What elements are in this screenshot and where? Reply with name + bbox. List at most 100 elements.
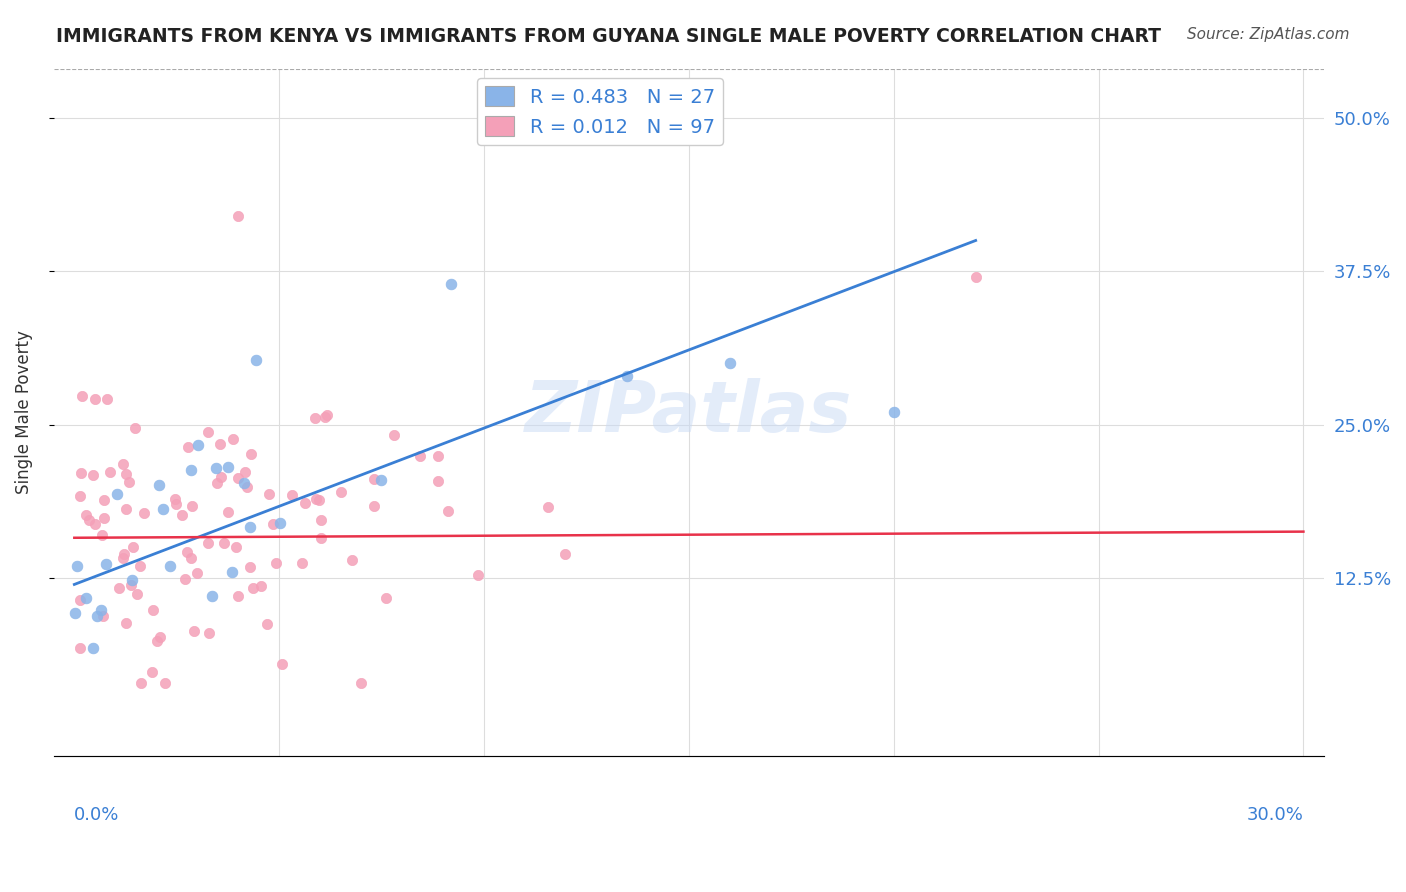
Point	[363, 472, 385, 486]
Point	[427, 450, 450, 464]
Point	[264, 556, 287, 570]
Point	[66, 558, 89, 573]
Point	[201, 589, 224, 603]
Point	[262, 517, 284, 532]
Text: 0.0%: 0.0%	[75, 805, 120, 823]
Point	[217, 460, 239, 475]
Point	[437, 504, 460, 518]
Point	[141, 665, 163, 680]
Text: IMMIGRANTS FROM KENYA VS IMMIGRANTS FROM GUYANA SINGLE MALE POVERTY CORRELATION : IMMIGRANTS FROM KENYA VS IMMIGRANTS FROM…	[56, 27, 1161, 45]
Point	[127, 587, 149, 601]
Point	[440, 277, 463, 291]
Point	[305, 491, 328, 506]
Point	[271, 657, 294, 671]
Point	[374, 591, 396, 605]
Point	[308, 492, 330, 507]
Legend: R = 0.483   N = 27, R = 0.012   N = 97: R = 0.483 N = 27, R = 0.012 N = 97	[477, 78, 723, 145]
Point	[174, 572, 197, 586]
Point	[77, 513, 100, 527]
Point	[120, 578, 142, 592]
Point	[111, 551, 134, 566]
Point	[311, 513, 333, 527]
Point	[239, 447, 262, 461]
Point	[121, 574, 143, 588]
Point	[132, 506, 155, 520]
Point	[118, 475, 141, 489]
Point	[350, 675, 373, 690]
Point	[382, 427, 405, 442]
Point	[316, 408, 339, 422]
Text: ZIPatlas: ZIPatlas	[526, 378, 852, 447]
Point	[75, 591, 97, 606]
Point	[148, 478, 170, 492]
Point	[75, 508, 97, 523]
Point	[304, 411, 326, 425]
Point	[170, 508, 193, 522]
Point	[69, 489, 91, 503]
Point	[363, 500, 385, 514]
Point	[98, 465, 121, 479]
Point	[718, 356, 741, 370]
Point	[208, 437, 231, 451]
Point	[207, 475, 229, 490]
Point	[186, 566, 208, 580]
Text: Source: ZipAtlas.com: Source: ZipAtlas.com	[1187, 27, 1350, 42]
Point	[159, 558, 181, 573]
Point	[63, 606, 86, 620]
Point	[226, 209, 249, 223]
Point	[114, 501, 136, 516]
Point	[212, 536, 235, 550]
Point	[91, 528, 114, 542]
Text: 30.0%: 30.0%	[1247, 805, 1303, 823]
Point	[165, 497, 187, 511]
Point	[180, 463, 202, 477]
Y-axis label: Single Male Poverty: Single Male Poverty	[15, 331, 32, 494]
Point	[108, 581, 131, 595]
Point	[257, 487, 280, 501]
Point	[142, 603, 165, 617]
Point	[105, 487, 128, 501]
Point	[114, 467, 136, 481]
Point	[115, 615, 138, 630]
Point	[93, 511, 115, 525]
Point	[965, 270, 987, 285]
Point	[145, 633, 167, 648]
Point	[91, 609, 114, 624]
Point	[114, 547, 136, 561]
Point	[176, 544, 198, 558]
Point	[256, 617, 278, 632]
Point	[883, 405, 905, 419]
Point	[82, 641, 104, 656]
Point	[221, 565, 243, 579]
Point	[233, 465, 256, 479]
Point	[181, 500, 204, 514]
Point	[165, 492, 187, 507]
Point	[205, 461, 228, 475]
Point	[235, 480, 257, 494]
Point	[242, 581, 264, 595]
Point	[180, 551, 202, 566]
Point	[72, 389, 94, 403]
Point	[226, 471, 249, 485]
Point	[94, 557, 117, 571]
Point	[537, 500, 560, 514]
Point	[233, 476, 256, 491]
Point	[112, 457, 135, 471]
Point	[294, 495, 316, 509]
Point	[187, 438, 209, 452]
Point	[124, 421, 146, 435]
Point	[340, 553, 363, 567]
Point	[226, 589, 249, 603]
Point	[83, 517, 105, 532]
Point	[93, 493, 115, 508]
Point	[426, 475, 449, 489]
Point	[616, 368, 638, 383]
Point	[198, 625, 221, 640]
Point	[209, 470, 232, 484]
Point	[82, 467, 104, 482]
Point	[222, 432, 245, 446]
Point	[149, 630, 172, 644]
Point	[83, 392, 105, 406]
Point	[280, 488, 302, 502]
Point	[370, 473, 392, 487]
